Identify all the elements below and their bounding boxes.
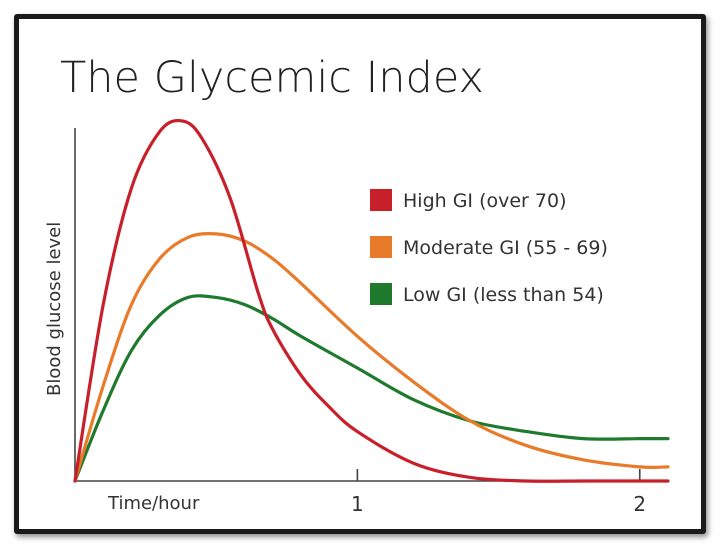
legend-swatch-moderate-gi [370, 236, 392, 258]
legend: High GI (over 70) Moderate GI (55 - 69) Lo… [370, 189, 608, 306]
y-axis-label: Blood glucose level [44, 222, 65, 396]
series-line-high-gi [73, 118, 670, 483]
legend-label-high-gi: High GI (over 70) [403, 190, 567, 212]
x-tick-label-1: 1 [351, 492, 364, 516]
legend-label-low-gi: Low GI (less than 54) [403, 284, 604, 306]
slide-border [14, 14, 706, 534]
series-line-moderate-gi [73, 232, 670, 483]
series-line-low-gi [73, 294, 670, 483]
chart-title: The Glycemic Index [60, 53, 484, 103]
series-layer [73, 118, 670, 483]
legend-label-moderate-gi: Moderate GI (55 - 69) [403, 237, 608, 259]
legend-swatch-high-gi [370, 189, 392, 211]
x-tick-label-2: 2 [633, 492, 646, 516]
x-axis-label: Time/hour [107, 493, 200, 514]
legend-swatch-low-gi [370, 283, 392, 305]
